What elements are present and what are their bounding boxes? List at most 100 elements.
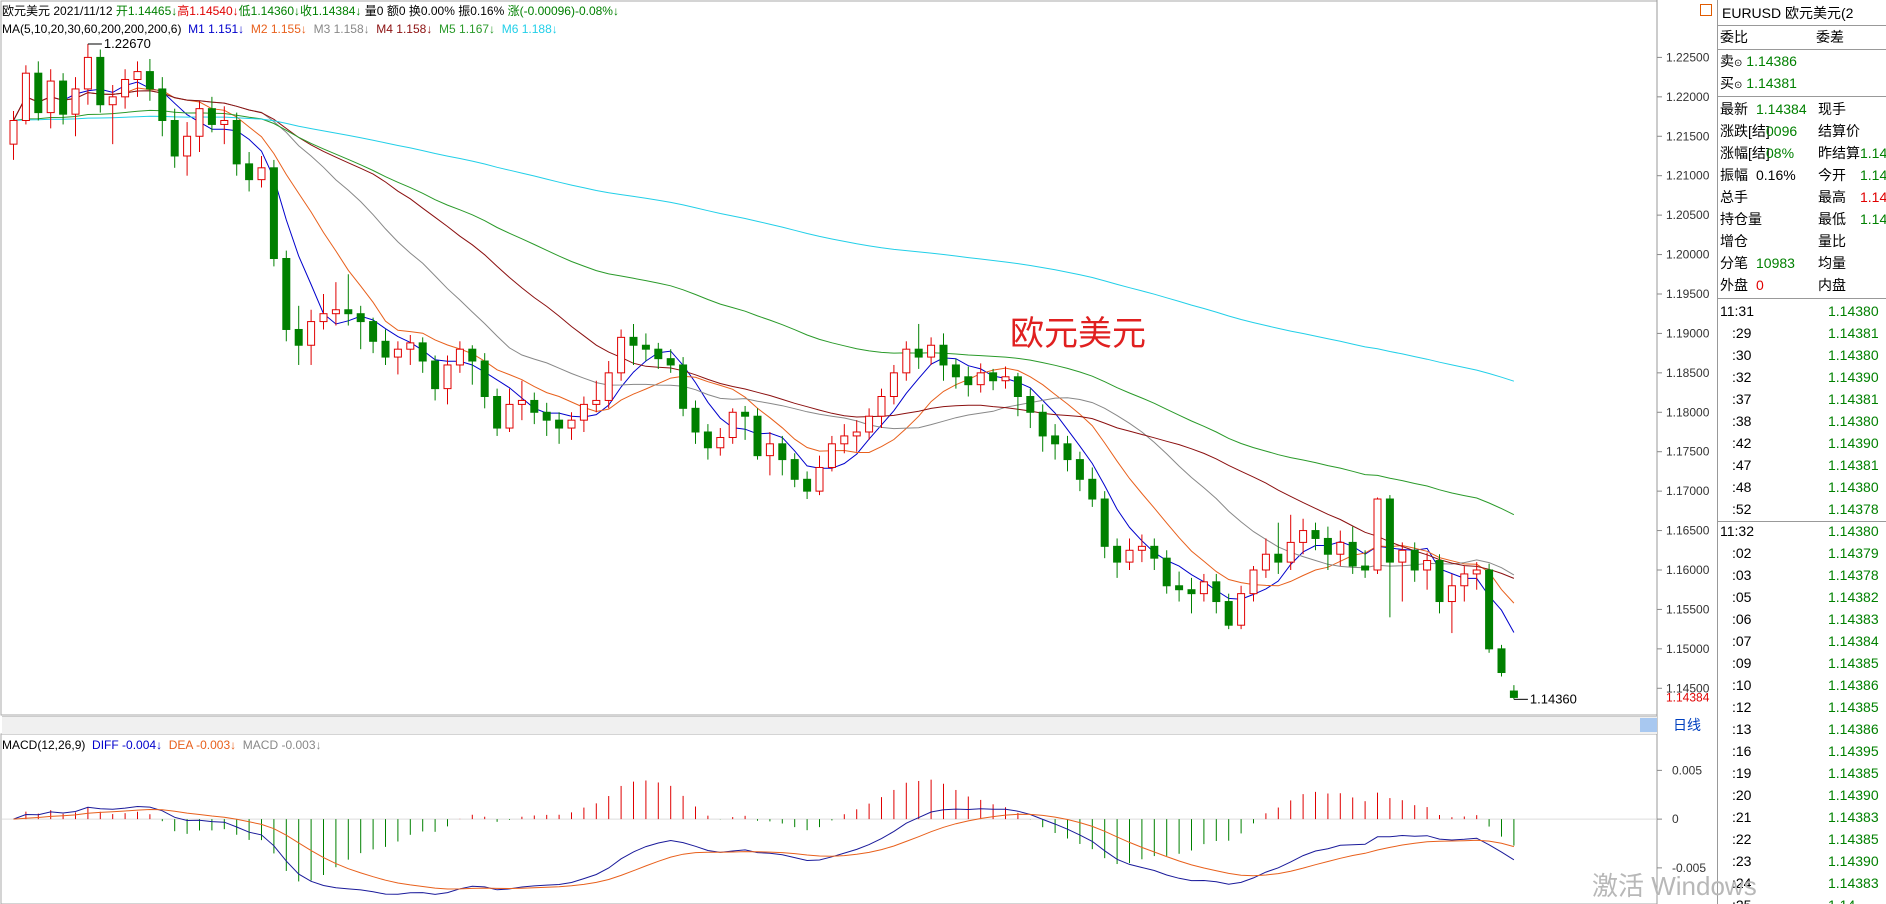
tick-row: :47 1.14381 [1718, 454, 1886, 476]
candle-body [803, 478, 812, 492]
candle-body [741, 411, 750, 417]
tick-row: 11:32 1.14380 [1718, 520, 1886, 542]
candle-body [1088, 478, 1097, 500]
tick-row: :05 1.14382 [1718, 586, 1886, 608]
stat-label: 分笔 [1720, 255, 1748, 271]
sell-row: 卖⊙ 1.14386 [1720, 50, 1797, 72]
stat-label: 均量 [1818, 255, 1846, 271]
candle-body [294, 328, 303, 346]
ma-m6-line [13, 115, 1515, 382]
candle-body [83, 56, 92, 90]
y-tick-label: 1.20500 [1666, 208, 1710, 222]
ma-m2-line [13, 87, 1515, 604]
stat-label: 今开 [1818, 167, 1846, 183]
divider [1718, 49, 1886, 50]
weibi-label: 委比 [1720, 29, 1748, 45]
stat-label: 最低 [1818, 211, 1846, 227]
y-tick-label: 1.22000 [1666, 90, 1710, 104]
stat-label: 结算价 [1818, 123, 1860, 139]
candle-body [1187, 589, 1196, 595]
candle-body [1013, 376, 1022, 398]
macd-tick-label: 0.005 [1672, 763, 1702, 777]
candle-body [765, 443, 774, 457]
tick-time: :24 [1732, 875, 1752, 891]
stat-value: 10983 [1756, 255, 1795, 271]
tick-row: :37 1.14381 [1718, 388, 1886, 410]
stat-value: 1.14 [1860, 211, 1886, 227]
candle-body [1237, 593, 1246, 626]
scrollbar-thumb[interactable] [1640, 718, 1657, 732]
candle-body [865, 415, 874, 433]
tick-price: 1.14380 [1828, 479, 1879, 495]
macd-diff-line [13, 805, 1515, 895]
candle-body [1051, 435, 1060, 445]
macd-diff: DIFF -0.004↓ [92, 738, 163, 752]
tick-price: 1.14386 [1828, 677, 1879, 693]
bar-date: 2021/11/12 [53, 4, 113, 18]
scrollbar-track[interactable] [2, 716, 1657, 734]
tick-time: :10 [1732, 677, 1752, 693]
y-tick-label: 1.15500 [1666, 602, 1710, 616]
candle-body [716, 437, 725, 449]
tick-price: 1.14379 [1828, 545, 1879, 561]
tick-row: :03 1.14378 [1718, 564, 1886, 586]
candle-body [815, 466, 824, 492]
ma-m2: M2 1.155↓ [250, 22, 307, 36]
high-value: 高1.14540↓ [177, 4, 239, 18]
candle-body [778, 443, 787, 461]
tick-row: :22 1.14385 [1718, 828, 1886, 850]
stat-value: 0096 [1766, 123, 1798, 139]
candle-body [641, 344, 650, 350]
quote-panel: EURUSD 欧元美元(2 委比 委差 卖⊙ 1.14386 买⊙ 1.1438… [1717, 0, 1886, 904]
candle-body [1075, 459, 1084, 480]
candle-body [666, 358, 675, 366]
candle-body [691, 407, 700, 433]
sell-label: 卖 [1720, 53, 1734, 69]
tick-time: :06 [1732, 611, 1752, 627]
candle-body [34, 72, 43, 114]
tick-row: :16 1.14395 [1718, 740, 1886, 762]
y-tick-label: 1.15000 [1666, 642, 1710, 656]
maximize-icon[interactable] [1700, 4, 1712, 16]
tick-row: :07 1.14384 [1718, 630, 1886, 652]
kline-chart-area[interactable]: 1.22500 1.22000 1.21500 1.21000 1.20500 1.200… [0, 0, 1716, 904]
tick-price: 1.14390 [1828, 853, 1879, 869]
tick-time: 11:31 [1720, 303, 1754, 319]
candle-body [1150, 545, 1159, 559]
candle-body [1348, 541, 1357, 567]
period-button[interactable]: 日线 [1673, 717, 1701, 733]
candle-body [1323, 537, 1332, 555]
amplitude-value: 振0.16% [458, 4, 505, 18]
candle-body [703, 431, 712, 449]
tick-price: 1.14383 [1828, 611, 1879, 627]
divider [1718, 298, 1886, 299]
candle-body [505, 403, 514, 429]
main-plot-frame [0, 0, 1658, 716]
candle-body [307, 321, 316, 346]
tick-row: :24 1.14383 [1718, 872, 1886, 894]
candle-body [381, 340, 390, 358]
candle-body [1175, 585, 1184, 591]
ma-m4: M4 1.158↓ [376, 22, 433, 36]
tick-row: :06 1.14383 [1718, 608, 1886, 630]
candle-body [1286, 541, 1295, 563]
candle-body [21, 72, 30, 121]
candle-body [356, 313, 365, 323]
stat-label: 增仓 [1720, 233, 1748, 249]
candle-body [1224, 601, 1233, 626]
candle-body [1299, 530, 1308, 543]
candle-body [889, 372, 898, 398]
candlestick-chart[interactable]: 1.22500 1.22000 1.21500 1.21000 1.20500 1.200… [0, 0, 1716, 904]
candle-body [1311, 530, 1320, 539]
volume-value: 量0 [364, 4, 384, 18]
tick-price: 1.14383 [1828, 809, 1879, 825]
y-tick-label: 1.17500 [1666, 445, 1710, 459]
stat-value: 1.14 [1860, 167, 1886, 183]
tick-price: 1.14390 [1828, 787, 1879, 803]
ma-m5: M5 1.167↓ [439, 22, 496, 36]
y-tick-label: 1.21500 [1666, 129, 1710, 143]
tick-time: :23 [1732, 853, 1752, 869]
candle-body [1137, 545, 1146, 551]
ma-m4-line [13, 90, 1515, 579]
tick-time: :09 [1732, 655, 1752, 671]
